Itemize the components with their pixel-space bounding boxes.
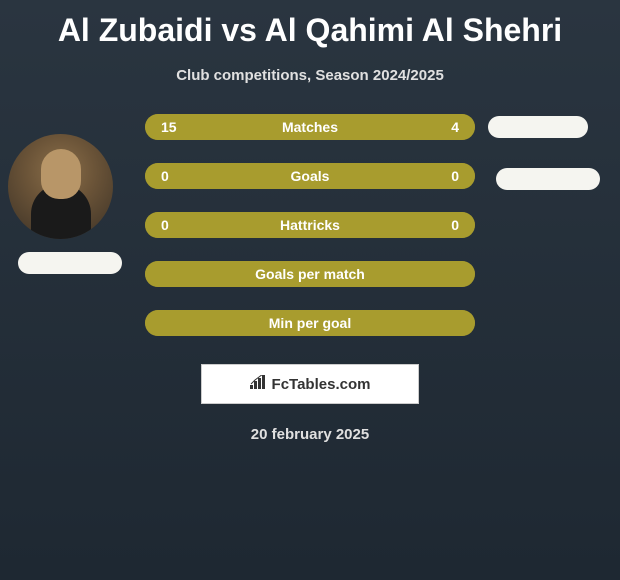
flag-badge-left: [18, 252, 122, 274]
player-avatar-left: [8, 134, 113, 239]
date-label: 20 february 2025: [0, 426, 620, 443]
stat-fill-right: [406, 114, 475, 140]
stat-bar-goals: 0 Goals 0: [145, 163, 475, 189]
stats-container: 15 Matches 4 0 Goals 0 0 Hattricks 0 Goa…: [145, 114, 475, 336]
brand-text: FcTables.com: [272, 376, 371, 393]
page-title: Al Zubaidi vs Al Qahimi Al Shehri: [0, 0, 620, 49]
stat-fill-left: [145, 114, 406, 140]
stat-value-right: 0: [451, 168, 459, 184]
stat-value-left: 0: [161, 168, 169, 184]
stat-label: Goals per match: [255, 266, 365, 282]
stat-label: Goals: [291, 168, 330, 184]
flag-badge-right-1: [488, 116, 588, 138]
page-subtitle: Club competitions, Season 2024/2025: [0, 67, 620, 84]
comparison-content: 15 Matches 4 0 Goals 0 0 Hattricks 0 Goa…: [0, 114, 620, 443]
stat-value-right: 4: [451, 119, 459, 135]
flag-badge-right-2: [496, 168, 600, 190]
bar-chart-icon: [250, 375, 268, 394]
stat-label: Hattricks: [280, 217, 340, 233]
stat-bar-hattricks: 0 Hattricks 0: [145, 212, 475, 238]
stat-bar-min-per-goal: Min per goal: [145, 310, 475, 336]
stat-value-right: 0: [451, 217, 459, 233]
stat-value-left: 0: [161, 217, 169, 233]
brand-footer: FcTables.com: [201, 364, 419, 404]
stat-label: Matches: [282, 119, 338, 135]
stat-label: Min per goal: [269, 315, 351, 331]
stat-bar-goals-per-match: Goals per match: [145, 261, 475, 287]
stat-bar-matches: 15 Matches 4: [145, 114, 475, 140]
stat-value-left: 15: [161, 119, 177, 135]
